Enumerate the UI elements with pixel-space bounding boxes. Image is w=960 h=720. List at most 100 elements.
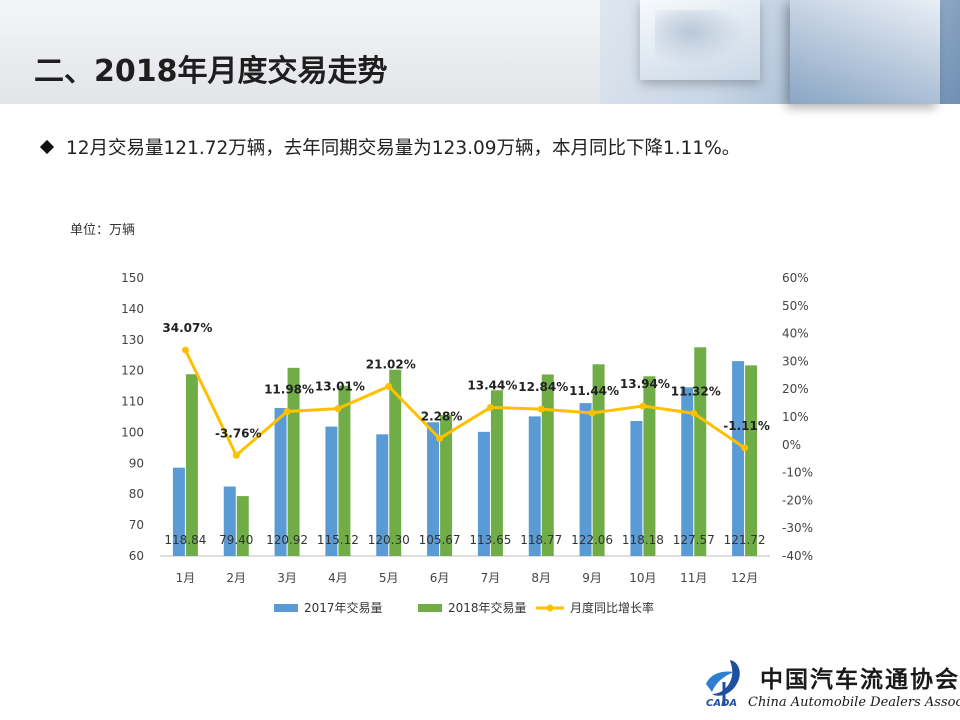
bar-value-label: 122.06 [571, 533, 613, 547]
line-layer [181, 346, 749, 459]
growth-point [690, 409, 698, 417]
bar-2017 [528, 416, 541, 556]
y-right-tick-label: 0% [782, 438, 801, 452]
x-tick-label: 10月 [629, 571, 656, 585]
y-right-tick-label: 50% [782, 299, 809, 313]
y-left-tick-label: 80 [129, 487, 144, 501]
growth-value-label: 11.98% [264, 382, 314, 396]
growth-point [232, 451, 240, 459]
growth-value-label: 34.07% [162, 321, 212, 335]
bar-2017 [579, 403, 592, 556]
y-left-tick-label: 90 [129, 456, 144, 470]
page-title: 二、2018年月度交易走势 [34, 54, 388, 89]
x-tick-label: 3月 [277, 571, 297, 585]
logo-abbreviation: CADA [706, 698, 738, 709]
bar-2017 [172, 467, 185, 556]
y-right-tick-label: -30% [782, 521, 813, 535]
y-left-tick-label: 120 [121, 364, 144, 378]
bar-2017 [223, 486, 236, 556]
bar-2017 [427, 422, 440, 556]
header-banner: 二、2018年月度交易走势 [0, 0, 960, 104]
y-right-tick-label: 20% [782, 382, 809, 396]
growth-line [184, 349, 746, 458]
growth-value-label: 11.32% [671, 384, 721, 398]
growth-point [486, 403, 494, 411]
y-left-tick-label: 70 [129, 518, 144, 532]
x-tick-label: 11月 [680, 571, 707, 585]
growth-point [639, 402, 647, 410]
legend-label: 2017年交易量 [304, 600, 383, 615]
y-left-tick-label: 130 [121, 333, 144, 347]
bar-value-label: 120.30 [368, 533, 410, 547]
y-left-tick-label: 60 [129, 549, 144, 563]
growth-point [283, 407, 291, 415]
bar-2018 [643, 376, 656, 556]
bar-value-label: 118.18 [622, 533, 664, 547]
y-right-tick-label: -10% [782, 466, 813, 480]
summary-bullet: 12月交易量121.72万辆，去年同期交易量为123.09万辆，本月同比下降1.… [39, 134, 740, 160]
bars-layer [172, 347, 758, 556]
x-tick-label: 12月 [731, 571, 758, 585]
y-right-tick-label: 40% [782, 327, 809, 341]
x-tick-label: 4月 [328, 571, 348, 585]
legend-label: 月度同比增长率 [570, 600, 654, 615]
logo-chinese-name: 中国汽车流通协会 [760, 666, 960, 693]
growth-point [436, 434, 444, 442]
legend-marker [546, 604, 554, 612]
bar-2017 [630, 421, 643, 556]
legend-label: 2018年交易量 [448, 600, 527, 615]
cada-logo-icon [706, 660, 740, 706]
bar-value-label: 115.12 [317, 533, 359, 547]
logo-english-name: China Automobile Dealers Association [748, 695, 960, 710]
growth-point [588, 409, 596, 417]
x-tick-label: 5月 [379, 571, 399, 585]
bar-2018 [287, 367, 300, 556]
growth-value-label: -1.11% [723, 419, 770, 433]
bar-2018 [694, 347, 707, 556]
x-tick-label: 1月 [176, 571, 196, 585]
header-image [600, 0, 960, 104]
growth-value-label: -3.76% [215, 426, 262, 440]
bar-value-label: 79.40 [219, 533, 253, 547]
bar-2018 [338, 385, 351, 556]
legend-layer: 2017年交易量 2018年交易量 月度同比增长率 [274, 600, 654, 615]
growth-point [741, 444, 749, 452]
growth-value-label: 13.44% [467, 378, 517, 392]
bar-value-label: 127.57 [673, 533, 715, 547]
bar-2017 [477, 431, 490, 556]
bar-2018 [440, 414, 453, 556]
bar-2017 [732, 361, 745, 556]
legend-swatch [274, 604, 298, 612]
bar-value-label: 105.67 [419, 533, 461, 547]
x-tick-label: 8月 [531, 571, 551, 585]
bar-2017 [274, 408, 287, 556]
bar-2017 [681, 387, 694, 556]
y-left-tick-label: 150 [121, 271, 144, 285]
labels-layer: 118.84 79.40 120.92 115.12 120.30 105.67 113.6… [162, 321, 769, 547]
bar-value-label: 118.77 [520, 533, 562, 547]
bar-2017 [376, 434, 389, 556]
y-left-tick-label: 100 [121, 425, 144, 439]
growth-point [537, 405, 545, 413]
x-tick-label: 2月 [226, 571, 246, 585]
bar-value-label: 113.65 [469, 533, 511, 547]
growth-point [385, 382, 393, 390]
growth-point [181, 346, 189, 354]
header-cube-right [790, 0, 940, 104]
axes-layer: 60 70 80 90 100 110 120 130 140 150 -40% -30% -20% -1… [121, 271, 813, 585]
growth-value-label: 12.84% [518, 380, 568, 394]
x-tick-label: 9月 [582, 571, 602, 585]
growth-point [334, 405, 342, 413]
growth-value-label: 13.94% [620, 377, 670, 391]
y-left-tick-label: 110 [121, 395, 144, 409]
y-right-tick-label: -40% [782, 549, 813, 563]
y-right-tick-label: 60% [782, 271, 809, 285]
bar-2018 [745, 365, 758, 556]
bar-2018 [185, 374, 198, 556]
bar-2018 [236, 496, 249, 556]
bar-2018 [490, 390, 503, 556]
bar-2018 [541, 374, 554, 556]
y-right-tick-label: 30% [782, 354, 809, 368]
bar-value-label: 121.72 [724, 533, 766, 547]
